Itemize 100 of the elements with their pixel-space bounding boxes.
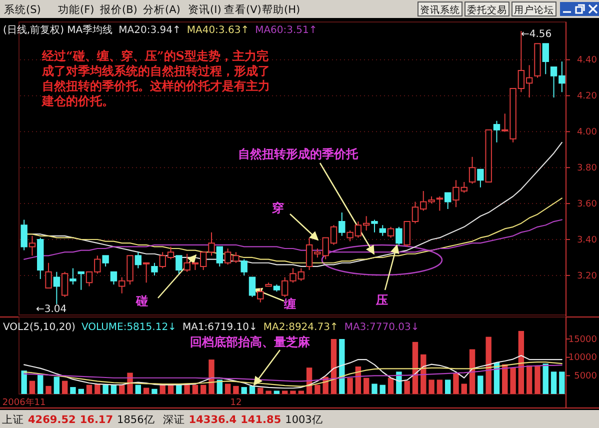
text: 资讯系统 [420, 4, 460, 16]
candlestick [493, 120, 500, 143]
candlestick [37, 237, 44, 280]
y-tick-label: 4.20 [576, 92, 598, 102]
candlestick [70, 268, 76, 285]
text: 14336.4 [188, 414, 237, 426]
text: MA3:7770.03↓ [344, 322, 420, 333]
bar [102, 384, 108, 394]
candlestick [134, 252, 142, 269]
bar [550, 372, 557, 394]
candlestick [387, 226, 394, 238]
bar [380, 384, 386, 394]
candlestick [216, 246, 224, 267]
bar [143, 388, 150, 394]
text: 用户论坛 [514, 4, 554, 16]
candlestick [53, 271, 60, 305]
x-tick-label: 12 [230, 398, 242, 408]
bar [176, 384, 182, 394]
candlestick [176, 255, 182, 274]
bar [486, 336, 492, 394]
text: 分析(A) [143, 4, 180, 16]
bar [461, 384, 467, 394]
y-tick-label: 3.20 [576, 271, 598, 282]
candlestick [248, 276, 256, 298]
chart-subtitle: (日线,前复权) MA季均线 [3, 24, 113, 36]
annotation: ←4.56 [521, 29, 552, 40]
annotation: 缠 [283, 297, 296, 311]
line-series [24, 354, 562, 389]
bar [38, 374, 44, 394]
text: MA40:3.63↑ [186, 25, 250, 36]
bar [208, 360, 214, 394]
candlestick [102, 255, 109, 267]
candlestick [257, 288, 264, 303]
candlestick [240, 258, 248, 276]
candlestick [436, 196, 444, 212]
bar [453, 373, 459, 394]
candlestick [45, 262, 52, 289]
bar [54, 376, 60, 394]
text: 1003亿 [285, 414, 323, 426]
text: VOL2(5,10,20) [3, 322, 76, 333]
bar [152, 388, 158, 394]
text: 资讯(I) [188, 4, 222, 16]
bar [258, 388, 264, 394]
y-tick-label: 4.00 [576, 128, 598, 138]
y-tick-label: 5000 [574, 372, 598, 382]
candlestick [151, 262, 158, 276]
bar [266, 390, 272, 394]
bar [339, 339, 345, 394]
bar [436, 380, 443, 394]
bar [192, 384, 198, 394]
text: 141.85 [240, 414, 282, 426]
bar [70, 387, 76, 394]
bar [216, 380, 223, 394]
text: MA60:3.51↑ [255, 25, 318, 36]
bar [534, 365, 540, 394]
bar [184, 384, 190, 394]
text: 查看(V) [224, 3, 262, 16]
candlestick [444, 192, 452, 210]
bar [444, 380, 451, 394]
candlestick [78, 271, 84, 290]
bar [29, 380, 36, 394]
bar [388, 378, 394, 394]
bar [330, 339, 337, 394]
y-tick-label: 3.40 [576, 235, 598, 246]
candlestick [396, 226, 402, 246]
candlestick [534, 43, 541, 78]
candlestick [371, 219, 378, 233]
bar [86, 384, 92, 394]
bar [224, 384, 231, 394]
bar [249, 386, 256, 394]
candlestick [28, 235, 36, 256]
candlestick [477, 168, 484, 188]
bar [542, 364, 548, 394]
annotation: 压 [375, 293, 388, 307]
annotation: 碰 [135, 294, 148, 308]
bar [62, 380, 68, 394]
line-series [24, 364, 562, 382]
bar [518, 330, 524, 394]
text: 报价(B) [99, 4, 138, 16]
bar [78, 388, 84, 394]
text: 帮助(H) [262, 3, 300, 16]
text: 委托交易 [467, 4, 507, 16]
y-tick-label: 3.80 [576, 163, 598, 174]
bar [298, 390, 304, 394]
annotation: 回档底部抬高、量芝麻 [190, 335, 311, 349]
annotation: ←3.04 [36, 304, 67, 315]
bar [314, 384, 320, 394]
bar [274, 390, 280, 394]
text: VOLUME:5815.12↓ [81, 322, 176, 333]
text: MA1:6719.10↓ [182, 322, 258, 333]
bar [428, 380, 434, 394]
annotation: 穿 [271, 201, 284, 215]
bar [347, 378, 353, 394]
candlestick [542, 43, 549, 75]
bar [559, 372, 565, 394]
bar [119, 384, 125, 394]
text: 深证 [162, 414, 185, 426]
candlestick [273, 284, 280, 292]
candlestick [468, 156, 476, 184]
text: 16.17 [80, 414, 114, 426]
